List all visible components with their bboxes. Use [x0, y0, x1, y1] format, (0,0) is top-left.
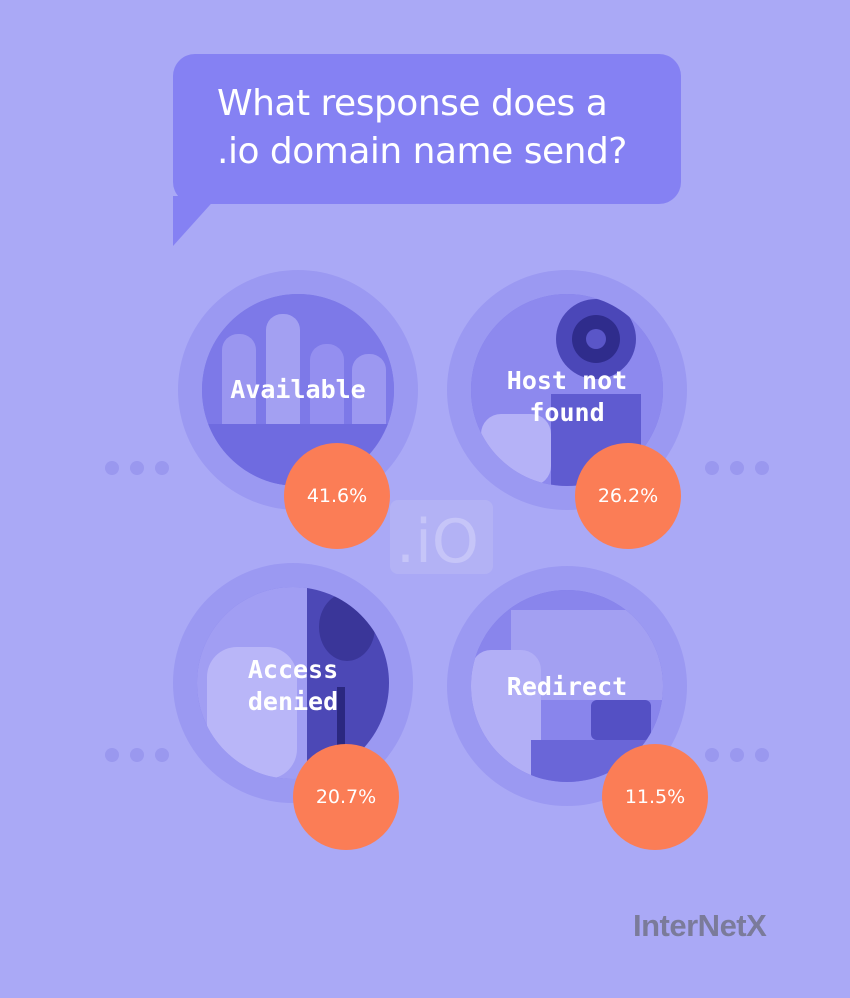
svg-text:.iO: .iO [396, 507, 479, 575]
percent-badge-available: 41.6% [284, 443, 390, 549]
response-label-available: Available [230, 375, 366, 404]
question-line-1: What response does a [217, 83, 608, 124]
response-label-access-denied: Access denied [247, 655, 339, 716]
response-label-host-not-found: Host not found [506, 366, 628, 427]
io-watermark-icon: .iO [390, 500, 493, 575]
dots-right-bottom [705, 748, 769, 762]
response-label-redirect: Redirect [506, 672, 628, 701]
response-card-redirect: Redirect [447, 566, 687, 806]
dots-left-bottom [105, 748, 169, 762]
brand-logo: InterNetX [633, 908, 767, 943]
percent-badge-redirect: 11.5% [602, 744, 708, 850]
percent-badge-access-denied: 20.7% [293, 744, 399, 850]
dots-right-top [705, 461, 769, 475]
question-title: What response does a .io domain name sen… [217, 80, 657, 176]
dots-left-top [105, 461, 169, 475]
percent-badge-host-not-found: 26.2% [575, 443, 681, 549]
question-bubble [173, 54, 681, 204]
bubble-tail [173, 196, 218, 246]
question-line-2: .io domain name send? [217, 131, 627, 172]
